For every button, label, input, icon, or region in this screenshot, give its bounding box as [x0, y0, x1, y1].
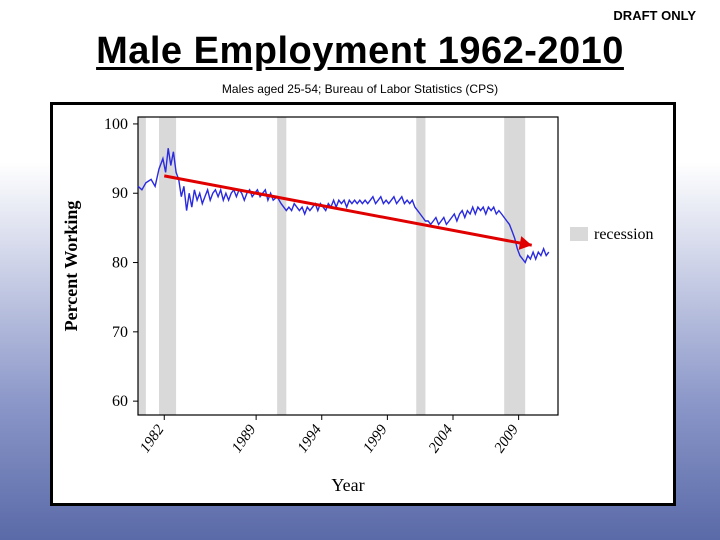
- x-tick-label: 2009: [492, 422, 523, 456]
- chart-container: 60 70 80 90 100 1982 1989 1994 1999 2004 2009 Perce…: [50, 102, 676, 506]
- plot-axes: [138, 117, 558, 415]
- data-line: [138, 148, 549, 262]
- x-axis-label: Year: [331, 475, 364, 495]
- watermark-text: DRAFT ONLY: [613, 8, 696, 23]
- page-title: Male Employment 1962-2010: [96, 30, 624, 73]
- y-tick-label: 60: [112, 393, 128, 410]
- x-tick-label: 1989: [229, 422, 260, 456]
- recession-band: [277, 117, 286, 415]
- y-tick-label: 90: [112, 185, 128, 202]
- y-axis-label: Percent Working: [61, 201, 81, 332]
- x-tick-label: 2004: [426, 422, 457, 456]
- x-tick-label: 1994: [295, 422, 326, 456]
- y-tick-label: 100: [104, 116, 128, 133]
- legend-label: recession: [594, 226, 654, 243]
- y-tick-label: 70: [112, 324, 128, 341]
- recession-band: [504, 117, 525, 415]
- y-tick-label: 80: [112, 255, 128, 272]
- x-tick-label: 1999: [360, 422, 391, 456]
- recession-band: [138, 117, 146, 415]
- x-tick-label: 1982: [137, 422, 168, 456]
- chart-svg: 60 70 80 90 100 1982 1989 1994 1999 2004 2009 Perce…: [53, 105, 673, 503]
- legend-swatch: [570, 227, 588, 241]
- page-subtitle: Males aged 25-54; Bureau of Labor Statis…: [222, 82, 498, 96]
- recession-band: [416, 117, 425, 415]
